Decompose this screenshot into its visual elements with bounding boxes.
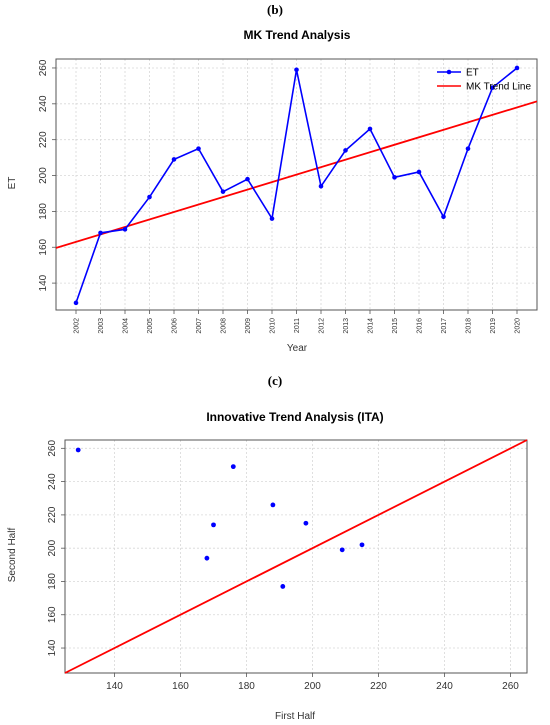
x-tick-label-b: 2013	[343, 318, 350, 334]
ita-data-point	[270, 502, 276, 508]
x-tick-label-b: 2016	[417, 318, 424, 334]
x-tick-label-b: 2012	[319, 318, 326, 334]
et-data-point	[318, 183, 324, 189]
et-data-point	[465, 146, 471, 151]
ita-data-point	[280, 584, 286, 589]
et-data-point	[441, 214, 446, 220]
x-tick-label-b: 2009	[245, 318, 252, 334]
ita-data-point	[75, 447, 81, 453]
ita-data-point	[204, 555, 210, 561]
y-tick-label-c: 260	[47, 440, 58, 457]
et-data-point	[392, 175, 397, 180]
et-data-point	[245, 176, 250, 182]
axes-b: 2002 2003 2004 2005 2006 2007 2008 2009 2010 2011…	[38, 58, 538, 334]
legend-label-trend: MK Trend Line	[466, 82, 531, 93]
y-tick-label-b: 200	[38, 167, 49, 184]
y-tick-label-c: 220	[47, 506, 58, 523]
et-data-point	[171, 157, 177, 162]
x-tick-label-c: 200	[304, 681, 321, 692]
ita-reference-line	[64, 439, 528, 674]
x-tick-label-b: 2017	[441, 318, 448, 334]
x-tick-label-b: 2004	[123, 318, 130, 334]
ita-data-point	[211, 522, 216, 528]
et-data-point	[416, 169, 422, 175]
y-tick-label-b: 140	[38, 274, 49, 291]
grid-c	[65, 440, 527, 673]
chart-title-b: MK Trend Analysis	[244, 28, 351, 42]
y-axis-label-c: Second Half	[7, 528, 18, 583]
et-series-group	[73, 65, 520, 306]
y-tick-label-b: 220	[38, 131, 49, 148]
axes-c: 140 160 180 200 220 240 260 140 160 180 200 220 240 2…	[47, 439, 528, 692]
et-data-point	[367, 126, 373, 132]
x-tick-label-b: 2014	[368, 318, 375, 334]
y-tick-label-c: 160	[47, 606, 58, 623]
y-tick-label-b: 160	[38, 238, 49, 255]
legend-b: ET MK Trend Line	[437, 68, 531, 93]
x-tick-label-b: 2010	[270, 318, 277, 334]
ita-data-point	[303, 520, 309, 526]
x-tick-label-c: 160	[172, 681, 189, 692]
x-tick-label-b: 2018	[466, 318, 473, 334]
x-tick-label-b: 2019	[490, 318, 497, 334]
ita-points-group	[75, 447, 365, 589]
et-data-point	[147, 194, 152, 200]
et-data-point	[220, 189, 226, 194]
x-axis-label-c: First Half	[275, 711, 315, 722]
x-tick-label-c: 240	[436, 681, 453, 692]
ita-data-point	[359, 542, 365, 548]
legend-label-et: ET	[466, 68, 479, 79]
panel-label-b: (b)	[267, 2, 283, 17]
x-tick-label-b: 2015	[392, 318, 399, 334]
et-data-point	[514, 65, 520, 71]
y-tick-label-b: 240	[38, 95, 49, 112]
x-tick-label-b: 2008	[221, 318, 228, 334]
plot-frame-c	[64, 439, 528, 674]
panel-label-c: (c)	[268, 373, 282, 388]
x-tick-label-c: 180	[238, 681, 255, 692]
x-tick-label-c: 260	[502, 681, 519, 692]
y-tick-label-c: 180	[47, 573, 58, 590]
x-tick-label-b: 2006	[172, 318, 179, 334]
et-data-point	[122, 227, 128, 232]
y-tick-label-c: 140	[47, 639, 58, 656]
x-tick-label-b: 2003	[98, 318, 105, 334]
y-tick-label-c: 200	[47, 539, 58, 556]
et-data-point	[343, 148, 348, 153]
ita-data-point	[230, 464, 236, 470]
x-tick-label-b: 2002	[74, 318, 81, 334]
ita-data-point	[339, 547, 345, 553]
x-tick-label-c: 220	[370, 681, 387, 692]
x-tick-label-b: 2007	[196, 318, 203, 334]
et-data-point	[294, 67, 299, 73]
et-data-point	[490, 85, 495, 90]
x-tick-label-b: 2005	[147, 318, 154, 334]
y-tick-label-b: 180	[38, 203, 49, 220]
x-tick-label-c: 140	[106, 681, 123, 692]
et-data-point	[269, 216, 275, 221]
x-axis-label-b: Year	[287, 343, 308, 354]
x-tick-label-b: 2020	[515, 318, 522, 334]
et-data-point	[196, 146, 201, 151]
y-axis-label-b: ET	[7, 177, 18, 190]
reference-line-group-c	[64, 439, 528, 674]
chart-title-c: Innovative Trend Analysis (ITA)	[206, 410, 383, 424]
grid-b	[56, 59, 537, 310]
et-data-point	[73, 300, 79, 306]
legend-marker-et	[446, 69, 452, 75]
y-tick-label-b: 260	[38, 59, 49, 76]
ita-chart: (c) Innovative Trend Analysis (ITA) Firs…	[7, 373, 528, 722]
mk-trend-chart: (b) MK Trend Analysis Year ET 2002 2003 20…	[7, 2, 538, 354]
x-tick-label-b: 2011	[294, 318, 301, 333]
y-tick-label-c: 240	[47, 473, 58, 490]
et-data-point	[98, 230, 103, 236]
